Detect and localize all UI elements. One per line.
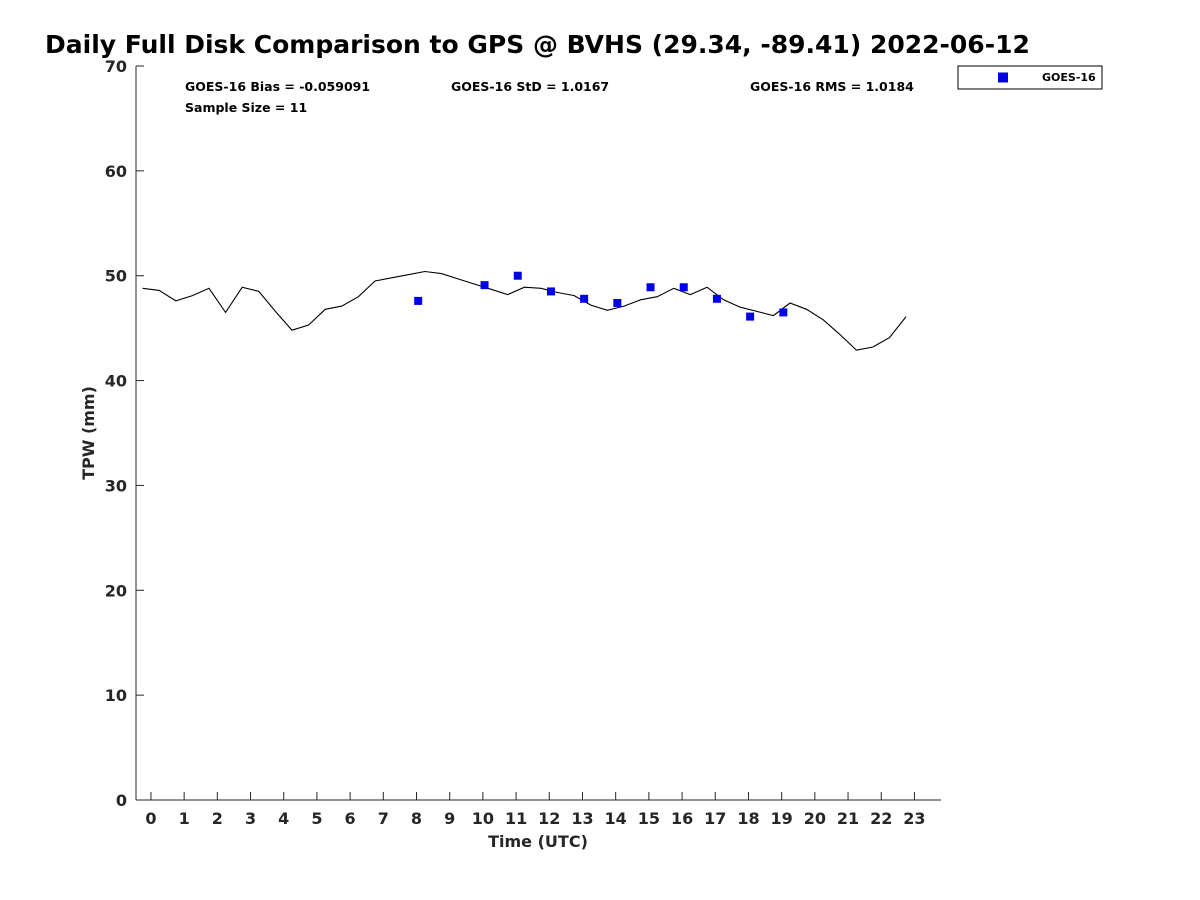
y-tick-label: 60 bbox=[105, 162, 127, 181]
chart-title: Daily Full Disk Comparison to GPS @ BVHS… bbox=[45, 30, 1030, 59]
std-stat: GOES-16 StD = 1.0167 bbox=[451, 79, 609, 94]
goes16-point bbox=[746, 312, 755, 321]
x-tick-label: 6 bbox=[345, 809, 356, 828]
y-tick-label: 0 bbox=[116, 791, 127, 810]
legend-box bbox=[957, 65, 1103, 90]
x-tick-label: 16 bbox=[671, 809, 693, 828]
goes16-point bbox=[480, 281, 489, 290]
x-tick-label: 12 bbox=[538, 809, 560, 828]
bias-stat: GOES-16 Bias = -0.059091 bbox=[185, 79, 370, 94]
x-tick-label: 13 bbox=[571, 809, 593, 828]
x-tick-label: 3 bbox=[245, 809, 256, 828]
x-tick-label: 7 bbox=[378, 809, 389, 828]
goes16-point bbox=[414, 296, 423, 305]
x-tick-label: 23 bbox=[903, 809, 925, 828]
goes16-point bbox=[546, 287, 555, 296]
sample-size-stat: Sample Size = 11 bbox=[185, 100, 307, 115]
y-axis-label: TPW (mm) bbox=[79, 386, 98, 480]
x-tick-label: 9 bbox=[444, 809, 455, 828]
x-tick-label: 21 bbox=[837, 809, 859, 828]
x-tick-label: 0 bbox=[145, 809, 156, 828]
x-tick-label: 14 bbox=[605, 809, 627, 828]
y-tick-label: 20 bbox=[105, 581, 127, 600]
x-tick-label: 18 bbox=[737, 809, 759, 828]
x-tick-label: 10 bbox=[472, 809, 494, 828]
x-axis-label: Time (UTC) bbox=[488, 832, 588, 851]
goes16-point bbox=[513, 271, 522, 280]
y-tick-label: 70 bbox=[105, 57, 127, 76]
x-tick-label: 4 bbox=[278, 809, 289, 828]
legend: GOES-16 bbox=[957, 65, 1103, 90]
gps-tpw-line bbox=[142, 270, 907, 351]
goes16-point bbox=[646, 283, 655, 292]
x-tick-label: 1 bbox=[179, 809, 190, 828]
x-tick-label: 20 bbox=[804, 809, 826, 828]
x-tick-label: 2 bbox=[212, 809, 223, 828]
rms-stat: GOES-16 RMS = 1.0184 bbox=[750, 79, 914, 94]
x-tick-label: 8 bbox=[411, 809, 422, 828]
x-tick-label: 15 bbox=[638, 809, 660, 828]
y-tick-label: 40 bbox=[105, 372, 127, 391]
x-tick-label: 17 bbox=[704, 809, 726, 828]
goes16-point bbox=[779, 308, 788, 317]
goes16-point bbox=[679, 283, 688, 292]
goes16-point bbox=[580, 294, 589, 303]
x-tick-label: 19 bbox=[771, 809, 793, 828]
y-tick-label: 10 bbox=[105, 686, 127, 705]
x-tick-label: 22 bbox=[870, 809, 892, 828]
y-tick-label: 50 bbox=[105, 267, 127, 286]
goes16-point bbox=[613, 298, 622, 307]
legend-marker bbox=[998, 72, 1008, 83]
y-tick-label: 30 bbox=[105, 476, 127, 495]
x-tick-label: 5 bbox=[311, 809, 322, 828]
legend-label: GOES-16 bbox=[1042, 71, 1096, 84]
x-tick-label: 11 bbox=[505, 809, 527, 828]
goes16-point bbox=[712, 294, 721, 303]
